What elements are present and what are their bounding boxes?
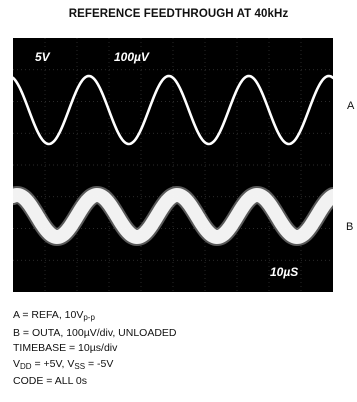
timebase-annotation: 10µS — [270, 265, 298, 279]
scope-grid — [13, 38, 333, 292]
oscilloscope-plot: 5V 100µV 10µS — [13, 38, 333, 292]
ch-b-scale-annotation: 100µV — [114, 50, 150, 64]
channel-a-label: A — [347, 100, 355, 112]
legend-line-b: B = OUTA, 100µV/div, UNLOADED — [13, 326, 177, 339]
legend-line-a: A = REFA, 10Vp-p — [13, 309, 95, 322]
trace-channel-b — [13, 187, 333, 245]
legend-line-code: CODE = ALL 0s — [13, 375, 88, 387]
legend-line-supplies: VDD = +5V, VSS = -5V — [13, 357, 114, 371]
ch-a-scale-annotation: 5V — [35, 50, 51, 64]
trace-channel-b-core — [13, 185, 333, 247]
oscilloscope-screen: 5V 100µV 10µS — [13, 38, 333, 292]
channel-b-label: B — [346, 221, 354, 233]
legend-block: A = REFA, 10Vp-p B = OUTA, 100µV/div, UN… — [13, 308, 177, 390]
trace-channel-a — [13, 74, 333, 146]
chart-title: REFERENCE FEEDTHROUGH AT 40kHz — [68, 8, 289, 20]
legend-line-timebase: TIMEBASE = 10µs/div — [13, 342, 118, 354]
